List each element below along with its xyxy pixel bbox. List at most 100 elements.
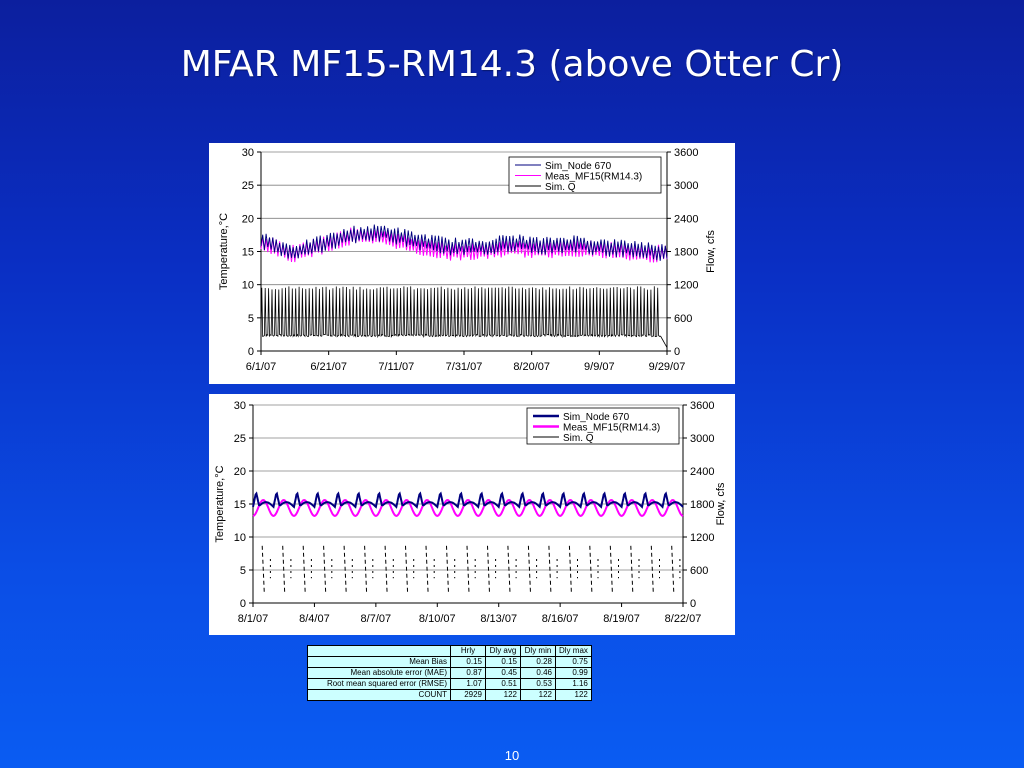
table-cell: 0.15	[450, 656, 486, 668]
august-chart-svg: 0 5 10 15 20 25 30 0 600 1200 1800 2400 3000 3600 8/1/…	[214, 400, 727, 625]
y2-tick-label: 3600	[690, 400, 714, 412]
series-meas	[260, 227, 668, 263]
table-cell: 1.16	[555, 678, 592, 690]
series-sim-q-segment	[425, 545, 429, 594]
seasonal-chart-svg: 0 5 10 15 20 25 30 0 600 1200 1800 2400 3000 3600 6/1/…	[218, 147, 717, 373]
y2-tick-label: 2400	[674, 213, 698, 225]
series-sim-q	[260, 286, 668, 348]
y-tick-label: 20	[234, 466, 246, 478]
table-cell: 0.28	[520, 656, 556, 668]
legend-label: Meas_MF15(RM14.3)	[563, 423, 660, 434]
table-row: Root mean squared error (RMSE) 1.07 0.51…	[307, 678, 592, 690]
table-cell: 0.51	[485, 678, 521, 690]
series-sim-q-segment	[261, 545, 265, 594]
x-tick-label: 8/1/07	[238, 613, 269, 625]
table-cell: 0.53	[520, 678, 556, 690]
y2-tick-label: 600	[690, 565, 708, 577]
series-sim-q-segment	[527, 545, 531, 594]
x-tick-label: 6/21/07	[310, 361, 347, 373]
august-temperature-flow-chart: 0 5 10 15 20 25 30 0 600 1200 1800 2400 3000 3600 8/1/…	[209, 394, 735, 635]
series-sim-q-segment	[343, 545, 347, 594]
x-tick-label: 8/20/07	[513, 361, 550, 373]
table-row: Mean Bias 0.15 0.15 0.28 0.75	[307, 656, 592, 668]
table-cell: 0.75	[555, 656, 592, 668]
y2-tick-label: 1800	[674, 247, 698, 259]
table-cell: 0.46	[520, 667, 556, 679]
x-tick-label: 8/16/07	[542, 613, 579, 625]
x-tick-label: 8/10/07	[419, 613, 456, 625]
y2-tick-label: 0	[674, 346, 680, 358]
series-sim-q-segment	[548, 545, 552, 594]
series-sim-q-segment	[589, 545, 593, 594]
y-axis-label: Temperature,°C	[218, 213, 230, 290]
table-cell: 122	[520, 689, 556, 701]
series-sim-q-segment	[507, 545, 511, 594]
y2-tick-label: 3600	[674, 147, 698, 159]
y-tick-label: 10	[242, 280, 254, 292]
table-cell: 0.87	[450, 667, 486, 679]
table-cell: 122	[485, 689, 521, 701]
table-header-row: Hrly Dly avg Dly min Dly max	[307, 645, 592, 657]
y2-tick-label: 0	[690, 598, 696, 610]
y-tick-label: 0	[240, 598, 246, 610]
y-tick-label: 25	[242, 180, 254, 192]
series-sim-node	[252, 491, 684, 509]
x-tick-label: 8/7/07	[361, 613, 392, 625]
x-tick-label: 6/1/07	[246, 361, 277, 373]
series-sim-q-segment	[405, 545, 409, 594]
y2-tick-label: 1200	[674, 280, 698, 292]
table-header-cell: Dly max	[555, 645, 592, 657]
y-tick-label: 20	[242, 213, 254, 225]
y2-tick-label: 1800	[690, 499, 714, 511]
series-sim-q-segment	[630, 545, 634, 594]
table-header-cell: Dly avg	[485, 645, 521, 657]
table-header-cell	[307, 645, 451, 657]
series-sim-q-segment	[282, 545, 286, 594]
series-sim-q-segment	[466, 545, 470, 594]
series-sim-q-segment	[364, 545, 368, 594]
y-tick-label: 5	[248, 313, 254, 325]
y-tick-label: 25	[234, 433, 246, 445]
x-tick-label: 8/22/07	[665, 613, 702, 625]
series-sim-q-segment	[446, 545, 449, 594]
seasonal-temperature-flow-chart: 0 5 10 15 20 25 30 0 600 1200 1800 2400 3000 3600 6/1/…	[209, 143, 735, 384]
table-cell: 0.15	[485, 656, 521, 668]
table-row-label: Mean Bias	[307, 656, 451, 668]
x-tick-label: 9/9/07	[584, 361, 615, 373]
table-row: Mean absolute error (MAE) 0.87 0.45 0.46…	[307, 667, 592, 679]
legend-label: Meas_MF15(RM14.3)	[545, 172, 642, 183]
y2-tick-label: 2400	[690, 466, 714, 478]
series-sim-node	[260, 224, 668, 261]
y-tick-label: 0	[248, 346, 254, 358]
legend-label: Sim_Node 670	[545, 161, 612, 172]
table-cell: 0.45	[485, 667, 521, 679]
y-tick-label: 30	[242, 147, 254, 159]
slide-title: MFAR MF15-RM14.3 (above Otter Cr)	[180, 44, 844, 85]
series-sim-q-segment	[302, 545, 306, 594]
series-meas	[252, 498, 684, 517]
series-sim-q-segment	[323, 545, 327, 594]
page-number: 10	[504, 748, 520, 763]
x-tick-label: 9/29/07	[649, 361, 686, 373]
x-tick-label: 7/31/07	[446, 361, 483, 373]
table-cell: 1.07	[450, 678, 486, 690]
series-sim-q-segment	[568, 545, 572, 594]
table-row-label: COUNT	[307, 689, 451, 701]
series-sim-q-segment	[650, 545, 654, 594]
table-cell: 0.99	[555, 667, 592, 679]
y2-tick-label: 1200	[690, 532, 714, 544]
series-sim-q-segment	[671, 545, 675, 594]
x-tick-label: 8/19/07	[603, 613, 640, 625]
x-tick-label: 7/11/07	[378, 361, 414, 373]
table-header-cell: Hrly	[450, 645, 486, 657]
series-sim-q-segment	[487, 545, 490, 594]
series-sim-q-segment	[384, 545, 388, 594]
x-tick-label: 8/13/07	[480, 613, 517, 625]
y-tick-label: 30	[234, 400, 246, 412]
table-cell: 122	[555, 689, 592, 701]
legend-label: Sim. Q	[563, 433, 594, 444]
table-cell: 2929	[450, 689, 486, 701]
table-row-label: Mean absolute error (MAE)	[307, 667, 451, 679]
table-row-label: Root mean squared error (RMSE)	[307, 678, 451, 690]
legend-label: Sim_Node 670	[563, 412, 630, 423]
